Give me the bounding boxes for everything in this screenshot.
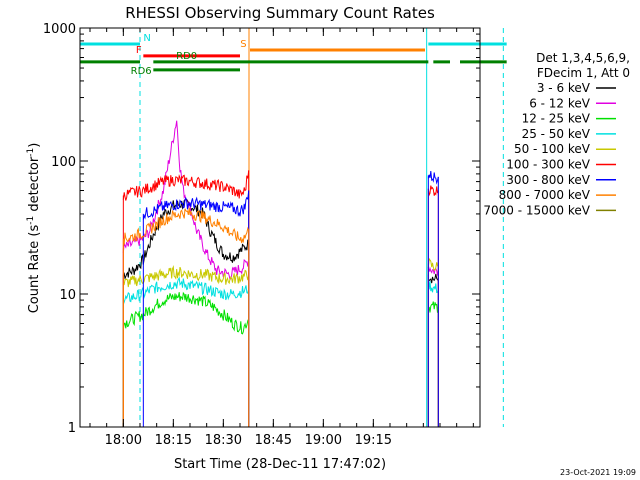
legend-label-3: 25 - 50 keV [522, 127, 591, 141]
x-tick-label-1: 18:15 [155, 433, 192, 448]
legend-label-6: 300 - 800 keV [506, 173, 590, 187]
y-axis-label-sup2: -1 [26, 148, 36, 157]
y-axis-label-rest: detector [27, 156, 42, 216]
flag-label-rd0: RD0 [176, 51, 197, 62]
x-tick-label-4: 19:00 [305, 433, 342, 448]
plot-frame [79, 27, 481, 428]
axis-layer: 18:00 18:15 18:30 18:45 19:00 19:15 1 10 100 1000 [43, 22, 480, 448]
plot-layer: NF RD0 RD6 S [79, 28, 507, 427]
x-tick-label-5: 19:15 [355, 433, 392, 448]
x-tick-label-3: 18:45 [255, 433, 292, 448]
chart-title: RHESSI Observing Summary Count Rates [125, 4, 435, 22]
legend: Det 1,3,4,5,6,9, FDecim 1, Att 0 3 - 6 k… [483, 51, 630, 217]
series-2-line-0 [122, 291, 250, 335]
footer-date: 23-Oct-2021 19:09 [560, 468, 636, 477]
series-2-line-1 [427, 301, 439, 313]
series-6-line-0 [142, 190, 250, 220]
legend-label-4: 50 - 100 keV [514, 142, 591, 156]
flag-label-n: N [143, 33, 150, 44]
y-tick-label-0: 1 [68, 421, 76, 436]
series-5-line-0 [122, 170, 250, 201]
y-axis-label-sup: -1 [26, 216, 36, 225]
y-tick-label-1: 10 [59, 288, 76, 303]
flag-label-rd6: RD6 [131, 66, 152, 77]
series-1-line-0 [122, 120, 250, 281]
y-tick-label-3: 1000 [43, 22, 76, 37]
legend-label-5: 100 - 300 keV [506, 158, 590, 172]
y-tick-label-2: 100 [51, 155, 76, 170]
series-7-line-0 [123, 207, 250, 245]
series-4-line-1 [427, 257, 439, 271]
y-axis-label-end: ) [27, 143, 42, 148]
x-axis-label: Start Time (28-Dec-11 17:47:02) [174, 457, 386, 472]
legend-header-line-2: FDecim 1, Att 0 [537, 66, 630, 80]
series-0-line-1 [427, 273, 439, 284]
legend-label-2: 12 - 25 keV [522, 112, 591, 126]
y-axis-label: Count Rate (s-1 detector-1) [26, 143, 42, 314]
series-5-line-1 [427, 185, 439, 197]
legend-label-1: 6 - 12 keV [529, 96, 591, 110]
legend-header-line-1: Det 1,3,4,5,6,9, [536, 51, 630, 65]
series-1-line-1 [427, 266, 439, 276]
legend-label-0: 3 - 6 keV [537, 81, 591, 95]
series-4-line-0 [122, 264, 250, 288]
flag-label-f: F [136, 45, 142, 56]
x-tick-label-0: 18:00 [105, 433, 142, 448]
series-3-line-0 [122, 276, 250, 305]
series-3-line-1 [427, 277, 439, 294]
legend-label-8: 7000 - 15000 keV [483, 203, 590, 217]
flag-label-s: S [240, 39, 246, 50]
x-tick-label-2: 18:30 [205, 433, 242, 448]
legend-label-7: 800 - 7000 keV [499, 188, 591, 202]
series-6-line-1 [427, 171, 439, 185]
y-axis-label-main: Count Rate (s [27, 225, 42, 314]
